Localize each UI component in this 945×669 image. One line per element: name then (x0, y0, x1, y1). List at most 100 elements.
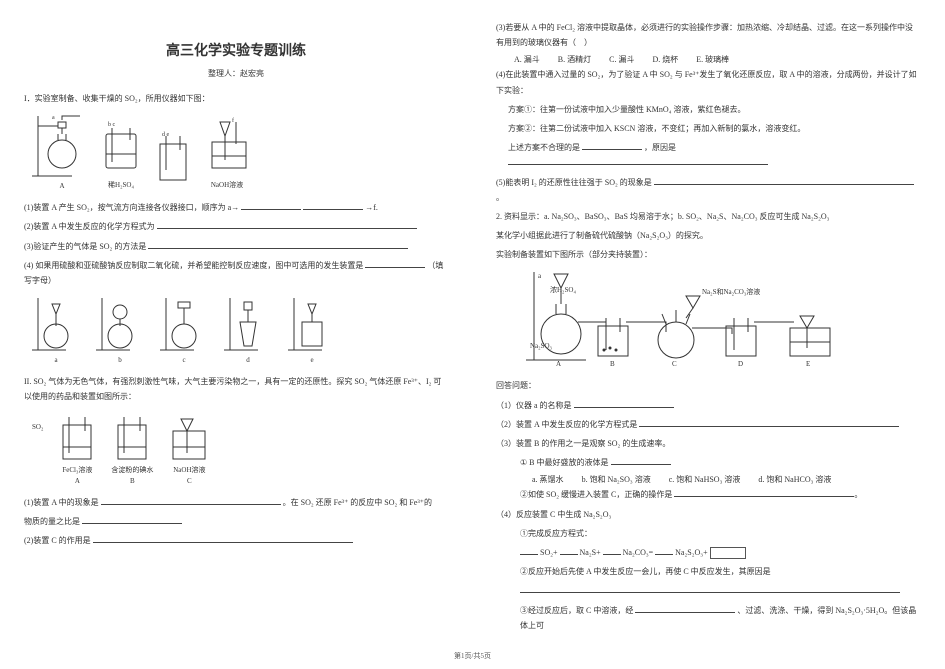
bottle-A-caption: FeCl₃溶液 (62, 465, 92, 475)
blank-rq4b (520, 583, 900, 593)
r-l6-text: (5)能表明 I₂ 的还原性往往强于 SO₂ 的现象是 (496, 178, 652, 187)
diagram-apparatus-1: a A b c 稀H₂SO₄ d e (24, 114, 448, 190)
beaker-C: NaOH溶液 C (167, 413, 211, 485)
bottle-A-letter: A (75, 477, 80, 485)
blank-coef2 (560, 545, 578, 555)
svg-text:E: E (806, 360, 810, 368)
wash-bottle-icon: b c (98, 114, 144, 178)
blank-rq1 (574, 398, 674, 408)
gen-c-label: c (182, 356, 185, 364)
r-q2: （2）装置 A 中发生反应的化学方程式是 (496, 417, 920, 432)
generator-icon (96, 298, 144, 354)
r-q4a: ①完成反应方程式： (496, 526, 920, 541)
r-q4b: ②反应开始后先使 A 中发生反应一会儿，再使 C 中反应发生，其原因是 (496, 564, 920, 579)
opts2-row: a. 蒸馏水 b. 饱和 Na₂SO₃ 溶液 c. 饱和 NaHSO₃ 溶液 d… (496, 474, 920, 485)
blank-coef4 (655, 545, 673, 555)
gen-b-label: b (118, 356, 122, 364)
multi-apparatus-icon: a (526, 268, 856, 368)
blank-rq2 (639, 417, 899, 427)
page-left: 高三化学实验专题训练 整理人：赵宏亮 I．实验室制备、收集干燥的 SO₂，所用仪… (0, 0, 472, 669)
q5a-text: (1)装置 A 中的现象是 (24, 498, 99, 507)
r-q5: ③经过反应后，取 C 中溶液，经 、过滤、洗涤、干燥，得到 Na₂S₂O₃·5H… (496, 603, 920, 633)
gen-e: e (288, 298, 336, 364)
r-l4: 方案②：往第二份试液中加入 KSCN 溶液，不变红；再加入新制的氯水，溶液变红。 (496, 121, 920, 136)
svg-text:D: D (738, 360, 743, 368)
gen-e-label: e (310, 356, 313, 364)
eq-d: Na₂S₂O₃+ (675, 548, 707, 557)
blank-coef3 (603, 545, 621, 555)
r-l5a: 上述方案不合理的是 (508, 143, 580, 152)
svg-text:b c: b c (108, 122, 116, 128)
q3: (3)验证产生的气体是 SO₂ 的方法是 (24, 239, 448, 254)
blank-coef1 (520, 545, 538, 555)
q3-text: (3)验证产生的气体是 SO₂ 的方法是 (24, 242, 146, 251)
eq-c: Na₂CO₃= (623, 548, 654, 557)
label-naoh: NaOH溶液 (211, 180, 243, 190)
gen-d-label: d (246, 356, 250, 364)
bottle-A: FeCl₃溶液 A (57, 413, 97, 485)
apparatus-A: a A (32, 116, 92, 190)
beaker-funnel-icon: f (202, 114, 252, 178)
svg-text:A: A (556, 360, 561, 368)
beaker-C-letter: C (187, 477, 192, 485)
blank-rq3b (674, 487, 854, 497)
blank-q3 (148, 239, 408, 249)
q4: (4) 如果用硫酸和亚硫酸钠反应制取二氧化硫，并希望能控制反应速度，图中可选用的… (24, 258, 448, 288)
blank-q6 (93, 533, 353, 543)
page-right: (3)若要从 A 中的 FeCl₂ 溶液中提取晶体，必须进行的实验操作步骤：加热… (472, 0, 944, 669)
q1: (1)装置 A 产生 SO₂，按气流方向连接各仪器接口，顺序为 a→ →f. (24, 200, 448, 215)
blank-rq3a (611, 455, 671, 465)
opt2-a: a. 蒸馏水 (532, 474, 564, 485)
generator-icon (32, 298, 80, 354)
doc-subtitle: 整理人：赵宏亮 (24, 68, 448, 79)
r-q3b: ②如使 SO₂ 缓慢进入装置 C，正确的操作是 。 (496, 487, 920, 502)
blank-q2 (157, 219, 417, 229)
q2: (2)装置 A 中发生反应的化学方程式为 (24, 219, 448, 234)
blank-l5a (582, 140, 642, 150)
blank-q1b (303, 200, 363, 210)
gen-c: c (160, 298, 208, 364)
svg-text:C: C (672, 360, 677, 368)
r-q2-text: （2）装置 A 中发生反应的化学方程式是 (496, 420, 637, 429)
generator-icon (288, 298, 336, 354)
svg-text:d e: d e (162, 132, 170, 138)
so2-in-label: SO₂ (32, 423, 43, 431)
r-l5b: ，原因是 (644, 143, 676, 152)
opts1-row: A. 漏斗 B. 酒精灯 C. 漏斗 D. 烧杯 E. 玻璃棒 (496, 54, 920, 65)
r-q4: （4）反应装置 C 中生成 Na₂S₂O₃ (496, 507, 920, 522)
r-l9: 实验制备装置如下图所示（部分夹持装置）： (496, 247, 920, 262)
svg-text:B: B (610, 360, 615, 368)
lbl-h2so4: 浓H₂SO₄ (550, 285, 576, 294)
diagram-generators: a b c d e (24, 298, 448, 364)
opt2-b: b. 饱和 Na₂SO₃ 溶液 (582, 474, 651, 485)
blank-l5b (508, 155, 768, 165)
opt1-D: D. 烧杯 (652, 54, 678, 65)
opt1-E: E. 玻璃棒 (696, 54, 729, 65)
gen-a: a (32, 298, 80, 364)
eq-b: Na₂S+ (580, 548, 601, 557)
blank-rq5 (635, 603, 735, 613)
svg-text:a: a (52, 115, 55, 121)
q5c-text: 物质的量之比是 (24, 517, 80, 526)
flask-stand-icon: a (32, 116, 92, 180)
gen-d: d (224, 298, 272, 364)
bottle-B: 含淀粉的碘水 B (111, 413, 153, 485)
generator-icon (160, 298, 208, 354)
svg-text:Na₂S和Na₂CO₃溶液: Na₂S和Na₂CO₃溶液 (702, 287, 760, 296)
diagram-na2s2o3: a (526, 268, 920, 370)
q5: (1)装置 A 中的现象是 。在 SO₂ 还原 Fe³⁺ 的反应中 SO₂ 和 … (24, 495, 448, 510)
blank-q1a (241, 200, 301, 210)
gen-b: b (96, 298, 144, 364)
r-l6: (5)能表明 I₂ 的还原性往往强于 SO₂ 的现象是 。 (496, 175, 920, 205)
r-l1: (3)若要从 A 中的 FeCl₂ 溶液中提取晶体，必须进行的实验操作步骤：加热… (496, 20, 920, 50)
q5c: 物质的量之比是 (24, 514, 448, 529)
r-q3: （3）装置 B 的作用之一是观察 SO₂ 的生成速率。 (496, 436, 920, 451)
gas-jar-icon: d e (150, 126, 196, 190)
blank-l6 (654, 175, 914, 185)
r-l5: 上述方案不合理的是 ，原因是 (496, 140, 920, 170)
r-q5-text: ③经过反应后，取 C 中溶液，经 (520, 606, 633, 615)
opt1-C: C. 漏斗 (609, 54, 634, 65)
page-footer: 第1页/共5页 (0, 651, 945, 661)
opt2-d: d. 饱和 NaHCO₃ 溶液 (758, 474, 831, 485)
section-1-intro: I．实验室制备、收集干燥的 SO₂，所用仪器如下图： (24, 91, 448, 106)
